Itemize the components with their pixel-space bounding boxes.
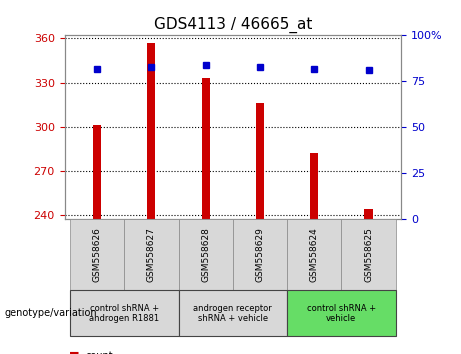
Title: GDS4113 / 46665_at: GDS4113 / 46665_at bbox=[154, 16, 312, 33]
Bar bbox=[201, 78, 210, 219]
Text: GSM558628: GSM558628 bbox=[201, 227, 210, 282]
Text: GSM558626: GSM558626 bbox=[93, 227, 101, 282]
Text: GSM558625: GSM558625 bbox=[364, 227, 373, 282]
Text: GSM558629: GSM558629 bbox=[255, 227, 265, 282]
Text: control shRNA +
vehicle: control shRNA + vehicle bbox=[307, 304, 376, 323]
Bar bbox=[93, 125, 101, 219]
Text: count: count bbox=[85, 351, 113, 354]
Bar bbox=[256, 103, 264, 219]
Bar bbox=[310, 153, 318, 219]
Bar bbox=[148, 43, 155, 219]
Text: GSM558624: GSM558624 bbox=[310, 228, 319, 282]
Text: ■: ■ bbox=[69, 351, 80, 354]
Text: androgen receptor
shRNA + vehicle: androgen receptor shRNA + vehicle bbox=[194, 304, 272, 323]
Text: GSM558627: GSM558627 bbox=[147, 227, 156, 282]
Bar bbox=[365, 209, 372, 219]
Text: genotype/variation: genotype/variation bbox=[5, 308, 97, 318]
Text: control shRNA +
androgen R1881: control shRNA + androgen R1881 bbox=[89, 304, 160, 323]
